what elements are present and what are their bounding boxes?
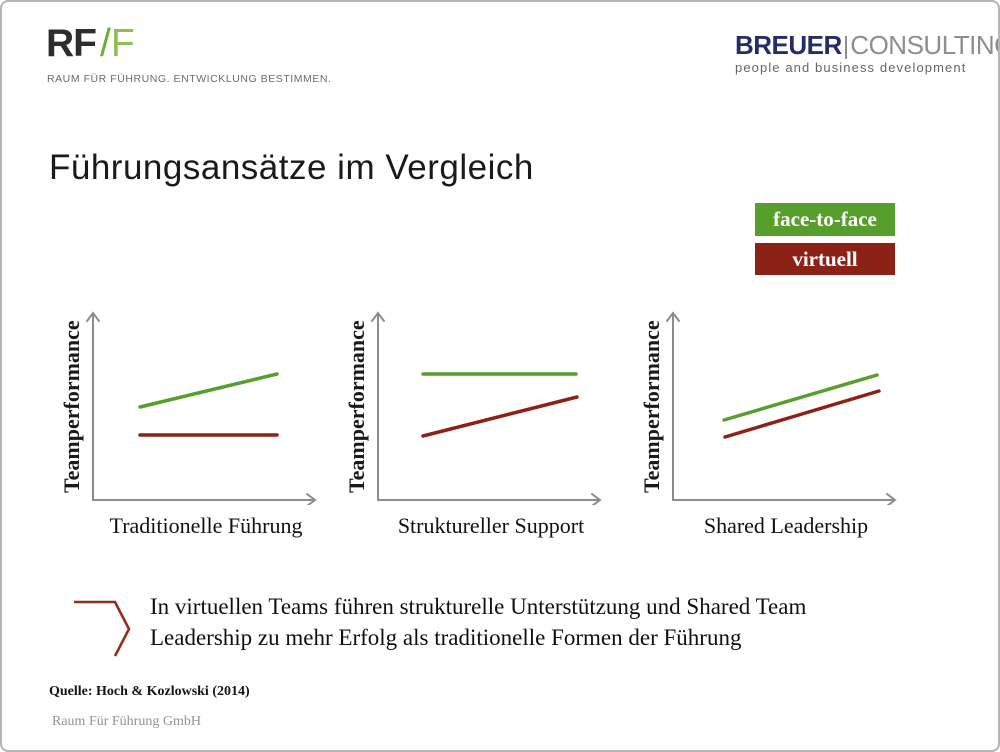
rff-wordmark-dark: RF bbox=[46, 22, 97, 65]
chart-struktureller-support-canvas: Teamperformance bbox=[346, 311, 602, 505]
callout-line-1: In virtuellen Teams führen strukturelle … bbox=[150, 594, 807, 619]
chart-shared-leadership-canvas: Teamperformance bbox=[641, 311, 897, 505]
legend: face-to-face virtuell bbox=[755, 203, 895, 275]
chart-shared-leadership: Teamperformance bbox=[641, 305, 911, 505]
y-axis-arrow-icon bbox=[86, 311, 100, 322]
legend-face-to-face: face-to-face bbox=[755, 203, 895, 236]
chart-struktureller-support: Teamperformance bbox=[346, 305, 616, 505]
line-face-to-face bbox=[138, 372, 279, 409]
axes bbox=[371, 311, 602, 505]
breuer-wordmark-light: CONSULTING bbox=[850, 30, 1000, 60]
breuer-tagline: people and business development bbox=[735, 60, 967, 75]
breuer-wordmark: BREUER|CONSULTING bbox=[735, 30, 998, 60]
x-axis-arrow-icon bbox=[886, 493, 897, 505]
chart-label-traditionelle-fuehrung: Traditionelle Führung bbox=[109, 513, 303, 538]
line-virtuell bbox=[723, 389, 881, 439]
y-axis-label: Teamperformance bbox=[61, 320, 84, 493]
x-axis-arrow-icon bbox=[591, 493, 602, 505]
rff-wordmark-green: F bbox=[110, 22, 135, 65]
axes bbox=[666, 311, 897, 505]
chart-label-shared-leadership: Shared Leadership bbox=[703, 513, 869, 538]
rff-slash-icon: / bbox=[100, 22, 111, 65]
page-title: Führungsansätze im Vergleich bbox=[49, 148, 534, 187]
y-axis-label: Teamperformance bbox=[346, 320, 369, 493]
callout-text: In virtuellen Teams führen strukturelle … bbox=[150, 591, 806, 653]
y-axis-arrow-icon bbox=[371, 311, 385, 322]
chart-label-struktureller-support: Struktureller Support bbox=[397, 513, 585, 538]
footer-note: Raum Für Führung GmbH bbox=[52, 714, 201, 729]
callout-chevron-icon bbox=[74, 600, 131, 657]
legend-virtuell: virtuell bbox=[755, 243, 895, 275]
callout-line-2: Leadership zu mehr Erfolg als traditione… bbox=[150, 625, 742, 650]
chart-traditionelle-fuehrung: Teamperformance bbox=[61, 305, 331, 505]
line-face-to-face bbox=[722, 373, 879, 422]
axes bbox=[86, 311, 317, 505]
x-axis-arrow-icon bbox=[306, 493, 317, 505]
y-axis-label: Teamperformance bbox=[641, 320, 664, 493]
source-note: Quelle: Hoch & Kozlowski (2014) bbox=[49, 684, 250, 699]
breuer-wordmark-bold: BREUER bbox=[735, 30, 842, 60]
rff-wordmark: RF/F bbox=[46, 22, 135, 65]
rff-tagline: RAUM FÜR FÜHRUNG. ENTWICKLUNG BESTIMMEN. bbox=[47, 73, 332, 85]
breuer-separator: | bbox=[842, 32, 850, 60]
line-virtuell bbox=[421, 395, 579, 438]
breuer-logo: BREUER|CONSULTING people and business de… bbox=[735, 30, 998, 75]
y-axis-arrow-icon bbox=[666, 311, 680, 322]
chart-traditionelle-fuehrung-canvas: Teamperformance bbox=[61, 311, 317, 505]
rff-logo: RF/F bbox=[46, 22, 135, 66]
